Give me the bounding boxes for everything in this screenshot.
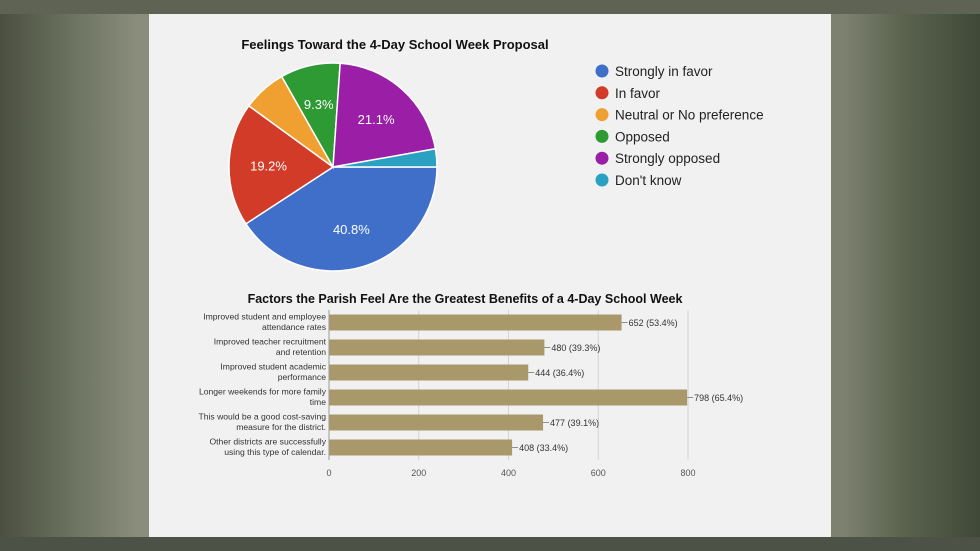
category-label-5: This would be a good cost-saving measure … <box>198 412 326 433</box>
bar-data-label-2: 480 (39.3%) <box>551 343 600 353</box>
legend-label-4: Opposed <box>615 129 670 144</box>
pie-slice-5 <box>332 62 437 168</box>
legend-label-1: Strongly in favor <box>615 64 713 79</box>
bar-data-label-4: 798 (65.4%) <box>694 393 743 403</box>
bar-5 <box>329 414 544 431</box>
pie-chart: 40.8% 19.2% 9.3% 21.1% <box>228 62 438 272</box>
chart-card: Feelings Toward the 4-Day School Week Pr… <box>149 14 831 537</box>
legend-marker-4 <box>595 129 609 143</box>
legend-label-5: Strongly opposed <box>615 151 720 166</box>
pie-legend: Strongly in favor In favor Neutral or No p… <box>595 64 764 188</box>
category-label-6: Other districts are successfully using th… <box>209 437 326 458</box>
x-tick-label-3: 400 <box>501 468 516 478</box>
legend-marker-1 <box>595 64 609 78</box>
bar-6 <box>329 439 513 456</box>
pie-chart-title: Feelings Toward the 4-Day School Week Pr… <box>241 37 548 52</box>
bar-data-label-1: 652 (53.4%) <box>629 318 678 328</box>
bar-chart-title: Factors the Parish Feel Are the Greatest… <box>248 292 683 306</box>
x-tick-label-5: 800 <box>680 468 695 478</box>
pie-slice-2 <box>228 104 335 225</box>
x-tick-label-1: 0 <box>326 468 331 478</box>
x-tick-label-4: 600 <box>591 468 606 478</box>
bar-chart: 652 (53.4%) Improved student and employee… <box>198 312 743 458</box>
pie-slice-label-2: 19.2% <box>250 158 287 173</box>
bar-1 <box>329 314 622 331</box>
pie-slice-label-4: 9.3% <box>304 97 334 112</box>
pie-slice-6 <box>332 147 438 168</box>
bar-chart-x-axis: 0 200 400 600 800 <box>326 310 696 478</box>
legend-marker-2 <box>595 86 609 100</box>
category-label-2: Improved teacher recruitment and retentio… <box>214 337 327 358</box>
background-top <box>0 0 980 14</box>
legend-label-6: Don't know <box>615 173 682 188</box>
legend-label-3: Neutral or No preference <box>615 108 764 123</box>
bar-2 <box>329 339 545 356</box>
bar-data-label-5: 477 (39.1%) <box>550 418 599 428</box>
pie-slice-label-1: 40.8% <box>333 222 370 237</box>
legend-label-2: In favor <box>615 86 661 101</box>
legend-marker-6 <box>595 173 609 187</box>
bar-data-label-3: 444 (36.4%) <box>535 368 584 378</box>
category-label-4: Longer weekends for more family time <box>199 387 327 408</box>
bar-3 <box>329 364 529 381</box>
x-tick-label-2: 200 <box>411 468 426 478</box>
category-label-3: Improved student academic performance <box>220 362 326 383</box>
bar-4 <box>329 389 688 406</box>
legend-marker-3 <box>595 108 609 122</box>
charts-canvas: Feelings Toward the 4-Day School Week Pr… <box>198 37 764 478</box>
legend-marker-5 <box>595 151 609 165</box>
bar-data-label-6: 408 (33.4%) <box>519 443 568 453</box>
background-bottom <box>0 537 980 551</box>
bar-chart-grid <box>328 310 689 460</box>
category-label-1: Improved student and employee attendance … <box>203 312 326 333</box>
pie-slice-label-5: 21.1% <box>358 112 395 127</box>
